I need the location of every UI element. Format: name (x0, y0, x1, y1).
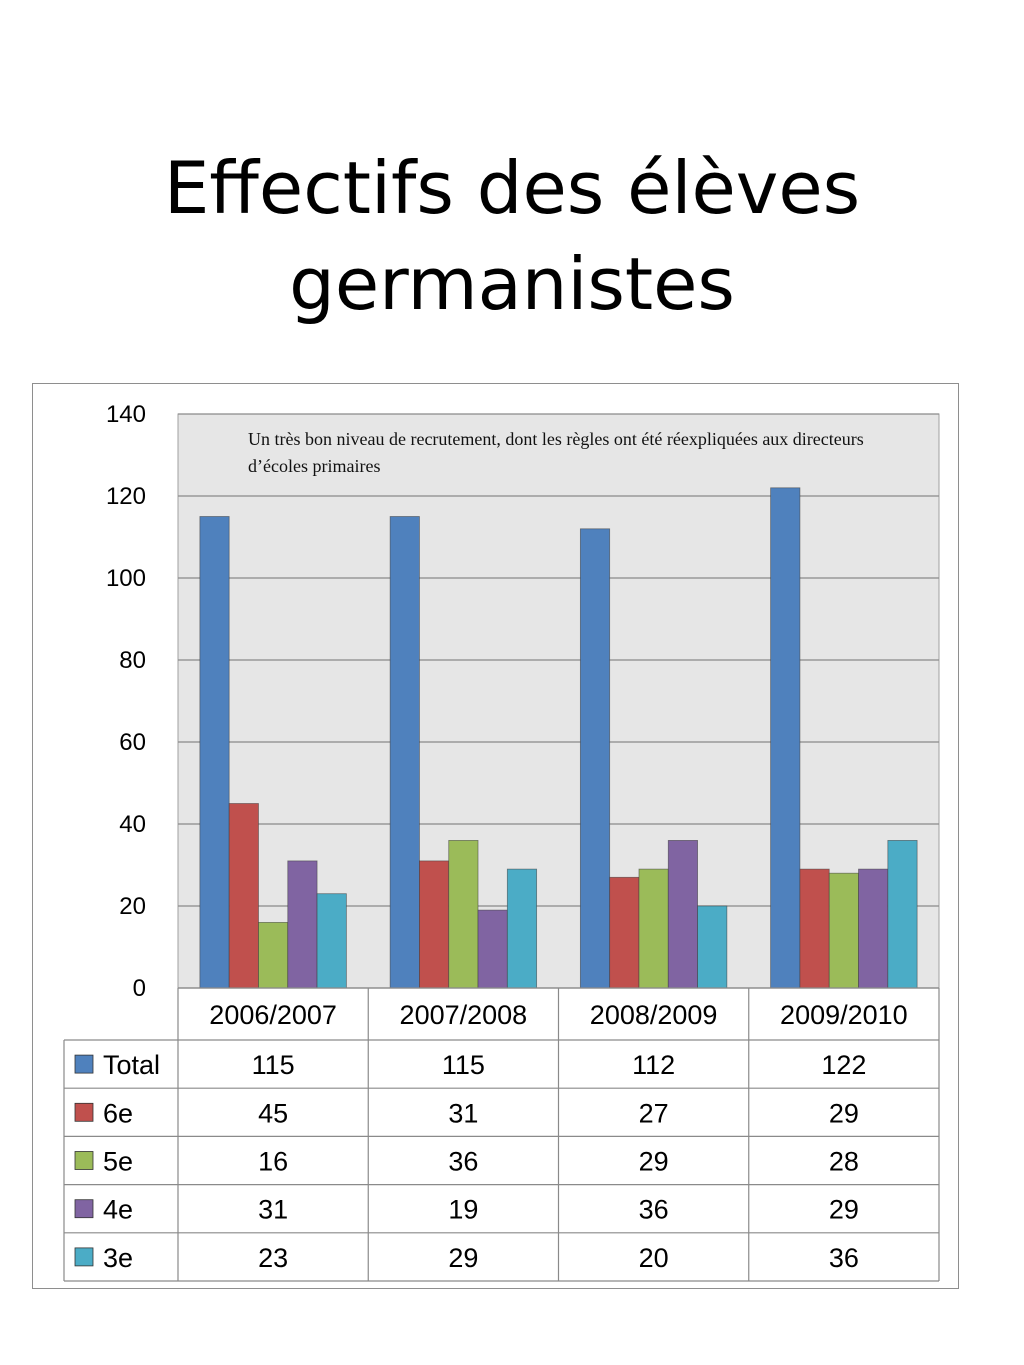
y-tick-label-120: 120 (106, 483, 146, 510)
data-label-3e-2009/2010: 36 (829, 1243, 859, 1273)
bar-4e-2006/2007 (287, 860, 318, 989)
category-label-2008/2009: 2008/2009 (590, 1000, 718, 1030)
bars (199, 487, 918, 989)
data-label-5e-2007/2008: 36 (448, 1147, 478, 1177)
bar-Total-2008/2009 (579, 528, 611, 989)
y-axis: 0 20 40 60 80 100 120 140 (106, 401, 146, 1002)
y-tick-label-40: 40 (119, 811, 146, 838)
bar-5e-2006/2007 (258, 922, 289, 989)
chart-annotation: Un très bon niveau de recrutement, dont … (248, 429, 864, 476)
bar-5e-2007/2008 (448, 840, 479, 989)
bar-6e-2009/2010 (799, 868, 830, 989)
bar-6e-2008/2009 (609, 876, 640, 989)
legend-key-5e (74, 1151, 94, 1170)
bar-4e-2008/2009 (667, 840, 698, 989)
data-label-Total-2008/2009: 112 (632, 1050, 675, 1080)
data-label-Total-2006/2007: 115 (252, 1050, 295, 1080)
category-label-2009/2010: 2009/2010 (780, 1000, 908, 1030)
bar-6e-2006/2007 (228, 803, 259, 989)
bar-5e-2009/2010 (828, 872, 859, 989)
bar-3e-2008/2009 (697, 905, 728, 989)
legend-label-6e: 6e (103, 1098, 133, 1128)
legend-key-6e (74, 1102, 94, 1122)
data-label-6e-2009/2010: 29 (829, 1098, 859, 1128)
bar-3e-2006/2007 (316, 893, 347, 989)
data-label-6e-2007/2008: 31 (448, 1098, 478, 1128)
data-label-4e-2007/2008: 19 (448, 1195, 478, 1225)
y-tick-label-0: 0 (133, 975, 146, 1002)
legend-label-3e: 3e (103, 1243, 133, 1273)
data-label-6e-2008/2009: 27 (639, 1098, 669, 1128)
data-label-3e-2007/2008: 29 (448, 1243, 478, 1273)
y-tick-label-20: 20 (119, 893, 146, 920)
bar-3e-2007/2008 (506, 868, 538, 989)
data-label-4e-2009/2010: 29 (829, 1195, 859, 1225)
legend-key-4e (74, 1199, 94, 1219)
slide-title-line-1: Effectifs des élèves (163, 146, 861, 230)
data-label-4e-2006/2007: 31 (258, 1195, 288, 1225)
data-label-5e-2008/2009: 29 (639, 1147, 669, 1177)
data-table: 2006/2007 2007/2008 2008/2009 2009/2010 Tota… (63, 987, 940, 1282)
y-tick-label-100: 100 (106, 565, 146, 592)
slide-title-line-2: germanistes (289, 242, 735, 326)
legend-key-Total (74, 1054, 94, 1074)
data-label-6e-2006/2007: 45 (258, 1098, 288, 1128)
legend-label-Total: Total (103, 1050, 160, 1080)
data-label-3e-2008/2009: 20 (639, 1243, 669, 1273)
bar-6e-2007/2008 (419, 860, 450, 989)
legend-label-4e: 4e (103, 1195, 133, 1225)
data-label-Total-2009/2010: 122 (821, 1050, 866, 1080)
data-label-5e-2006/2007: 16 (258, 1147, 288, 1177)
category-label-2007/2008: 2007/2008 (400, 1000, 528, 1030)
category-label-2006/2007: 2006/2007 (209, 1000, 337, 1030)
data-label-5e-2009/2010: 28 (829, 1147, 859, 1177)
legend-key-3e (74, 1247, 94, 1267)
legend-label-5e: 5e (103, 1147, 133, 1177)
bar-Total-2006/2007 (199, 516, 230, 989)
data-label-3e-2006/2007: 23 (258, 1243, 288, 1273)
bar-4e-2009/2010 (858, 868, 889, 989)
bar-3e-2009/2010 (887, 840, 918, 989)
data-label-4e-2008/2009: 36 (639, 1195, 669, 1225)
bar-Total-2007/2008 (389, 516, 420, 989)
slide-title: Effectifs des élèves germanistes (0, 140, 1024, 332)
y-tick-label-60: 60 (119, 729, 146, 756)
y-tick-label-80: 80 (119, 647, 146, 674)
bar-5e-2008/2009 (638, 868, 669, 989)
y-tick-label-140: 140 (106, 401, 146, 428)
bar-Total-2009/2010 (770, 487, 801, 989)
bar-4e-2007/2008 (477, 909, 508, 989)
data-label-Total-2007/2008: 115 (442, 1050, 485, 1080)
